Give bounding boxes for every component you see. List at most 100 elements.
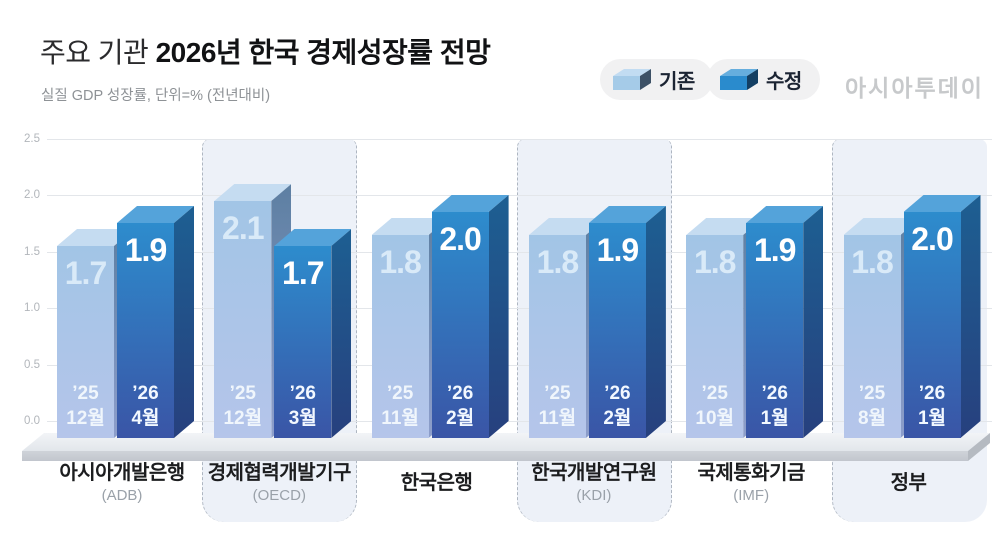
bar-period-month: 4월 — [131, 408, 160, 429]
institution-name: 경제협력개발기구 — [207, 462, 352, 484]
bar-value-label: 1.8 — [851, 244, 893, 280]
bar-value-label: 1.7 — [64, 255, 107, 291]
bar-side-face — [489, 195, 509, 438]
bar-front-face: 1.8’25 10월 — [686, 235, 744, 438]
bar-front-face: 1.9’26 1월 — [746, 223, 804, 438]
bar-top-face — [746, 206, 824, 223]
bar-front-face: 1.8’25 8월 — [843, 235, 901, 438]
bar-period-month: 11월 — [538, 408, 577, 429]
bar-period-label: ’25 10월 — [686, 381, 743, 431]
y-axis-tick-0.0: 0.0 — [24, 415, 40, 427]
page-subtitle: 실질 GDP 성장률, 단위=% (전년대비) — [41, 88, 271, 104]
bar-value-label: 1.8 — [379, 244, 421, 280]
bar-top-face — [843, 218, 921, 235]
bar-period-year: ’25 — [72, 383, 99, 404]
gridline-1.5 — [47, 251, 992, 253]
bar-period-month: 8월 — [857, 408, 887, 429]
bar-period-label: ’25 12월 — [214, 381, 271, 431]
group-label-1: 아시아개발은행 (ADB) — [43, 462, 201, 506]
bar-top-face — [214, 184, 292, 201]
bar-period-year: ’25 — [858, 383, 886, 404]
bar-period-year: ’25 — [386, 383, 414, 404]
bar-side-face — [331, 229, 351, 438]
bar-value-label: 1.9 — [596, 232, 639, 268]
group-label-6: 정부 — [830, 462, 988, 495]
legend-label-revised: 수정 — [766, 71, 802, 93]
institution-name: 아시아개발은행 — [59, 462, 185, 484]
bar-period-label: ’26 2월 — [589, 381, 646, 431]
bar-period-year: ’26 — [446, 383, 474, 404]
institution-name: 국제통화기금 — [697, 462, 805, 484]
bar-period-label: ’26 3월 — [274, 381, 331, 431]
bar-period-year: ’26 — [918, 383, 946, 404]
bar-revised-2: 1.7’26 3월 — [274, 229, 352, 438]
legend-item-prev[interactable]: 기존 — [600, 59, 713, 100]
bar-value-label: 1.9 — [753, 232, 796, 268]
bar-period-year: ’26 — [761, 383, 788, 404]
page-title: 주요 기관 2026년 한국 경제성장률 전망 — [40, 31, 491, 71]
bar-front-face: 1.7’25 12월 — [57, 246, 114, 438]
institution-abbreviation: (ADB) — [101, 487, 143, 504]
bar-period-label: ’26 1월 — [904, 381, 961, 431]
bar-period-label: ’25 11월 — [372, 381, 429, 431]
gridline-2.0 — [47, 195, 992, 196]
y-axis-tick-0.5: 0.5 — [24, 358, 40, 371]
bar-value-label: 1.7 — [282, 255, 324, 291]
institution-name: 한국개발연구원 — [531, 462, 657, 484]
bar-value-label: 1.8 — [536, 244, 579, 280]
institution-abbreviation: (KDI) — [576, 487, 612, 504]
bar-top-face — [274, 229, 352, 246]
bar-period-year: ’26 — [604, 383, 631, 404]
bar-front-face: 1.8’25 11월 — [528, 235, 586, 438]
bar-period-label: ’25 11월 — [529, 381, 586, 431]
prev-series-cube-icon — [613, 69, 651, 90]
bar-period-year: ’25 — [229, 383, 256, 404]
bar-side-face — [803, 206, 823, 438]
brand-logo: 아시아투데이 — [845, 75, 984, 101]
bar-revised-4: 1.9 ’26 2월 — [588, 206, 666, 438]
bar-period-label: ’26 4월 — [117, 381, 174, 431]
bar-side-face — [646, 206, 666, 438]
bar-period-month: 2월 — [446, 408, 475, 429]
bar-value-label: 2.0 — [439, 221, 481, 257]
bar-front-face: 1.8’25 11월 — [371, 235, 429, 438]
bar-period-month: 1월 — [760, 408, 789, 429]
bar-period-month: 12월 — [66, 408, 105, 429]
bar-revised-5: 1.9’26 1월 — [746, 206, 824, 438]
gridline-0.0 — [47, 421, 992, 422]
bar-period-year: ’25 — [544, 383, 571, 404]
bar-period-label: ’26 2월 — [432, 381, 489, 431]
bar-front-face: 1.9 ’26 4월 — [117, 223, 174, 438]
bar-top-face — [903, 195, 981, 212]
bar-value-label: 1.8 — [693, 244, 736, 280]
legend-item-revised[interactable]: 수정 — [707, 59, 820, 100]
bar-side-face — [174, 206, 194, 438]
bar-value-label: 2.0 — [911, 221, 953, 257]
bar-revised-3: 2.0’26 2월 — [431, 195, 509, 438]
bar-period-label: ’25 12월 — [57, 381, 114, 431]
bar-period-label: ’25 8월 — [844, 381, 901, 431]
bar-value-label: 1.9 — [124, 232, 167, 268]
bar-period-month: 10월 — [695, 408, 734, 429]
bar-front-face: 1.7’26 3월 — [274, 246, 332, 438]
institution-name: 정부 — [890, 472, 927, 494]
gridline-1.0 — [47, 308, 992, 309]
institution-name: 한국은행 — [400, 472, 473, 494]
group-label-4: 한국개발연구원 (KDI) — [515, 462, 673, 506]
group-label-5: 국제통화기금 (IMF) — [672, 462, 830, 506]
bar-period-year: ’26 — [289, 383, 316, 404]
y-axis-tick-1.0: 1.0 — [24, 302, 40, 314]
bar-period-label: ’26 1월 — [746, 381, 803, 431]
bar-period-year: ’25 — [701, 383, 728, 404]
bar-revised-6: 2.0 ’26 1월 — [903, 195, 981, 438]
bar-period-month: 3월 — [288, 408, 317, 429]
institution-abbreviation: (IMF) — [733, 487, 770, 504]
bar-side-face — [961, 195, 981, 438]
bar-period-month: 11월 — [381, 408, 419, 429]
floor-front-face — [22, 451, 968, 461]
bar-revised-1: 1.9 ’26 4월 — [117, 206, 194, 438]
bar-front-face: 1.9 ’26 2월 — [588, 223, 646, 438]
bar-front-face: 2.0 ’26 1월 — [903, 212, 961, 438]
revised-series-cube-icon — [720, 69, 758, 90]
